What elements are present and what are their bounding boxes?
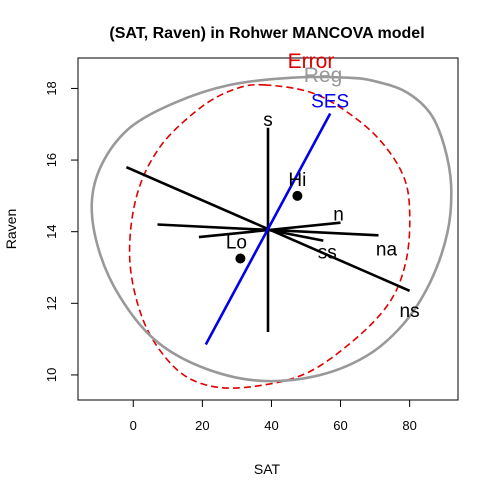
- x-axis: 0 20 40 60 80: [130, 400, 417, 433]
- x-tick-label-80: 80: [402, 418, 416, 433]
- vector-label-ss: ss: [318, 243, 337, 264]
- ellipse-label-reg: Reg: [304, 64, 343, 87]
- y-tick-label-12: 12: [44, 296, 59, 310]
- y-tick-label-14: 14: [44, 224, 59, 238]
- x-tick-label-0: 0: [130, 418, 137, 433]
- chart-title: (SAT, Raven) in Rohwer MANCOVA model: [109, 25, 424, 42]
- vector-ses: [204, 112, 332, 346]
- point-label-hi: Hi: [288, 170, 306, 191]
- plot-frame: [77, 57, 459, 401]
- ellipse-error: [128, 83, 411, 389]
- point-label-lo: Lo: [226, 233, 247, 254]
- ellipse-reg: [90, 75, 453, 383]
- vector-label-ns: ns: [400, 301, 420, 322]
- x-axis-title: SAT: [254, 461, 281, 477]
- ellipse-label-error: Error: [288, 50, 335, 73]
- vector-label-na: na: [376, 239, 398, 260]
- x-tick-label-20: 20: [195, 418, 209, 433]
- vectors: s n na ns ss SES: [125, 92, 420, 346]
- vector-label-ses: SES: [311, 92, 349, 113]
- x-tick-label-40: 40: [264, 418, 278, 433]
- vector-label-n: n: [333, 205, 344, 226]
- points: Hi Lo: [226, 170, 306, 264]
- y-tick-label-18: 18: [44, 81, 59, 95]
- y-axis-title: Raven: [3, 209, 19, 249]
- y-axis: 10 12 14 16 18: [44, 81, 78, 382]
- point-lo: [235, 253, 246, 264]
- vector-ss: [267, 228, 324, 242]
- vector-label-s: s: [263, 110, 273, 131]
- point-hi: [292, 190, 303, 201]
- y-tick-label-16: 16: [44, 153, 59, 167]
- y-tick-label-10: 10: [44, 368, 59, 382]
- x-tick-label-60: 60: [333, 418, 347, 433]
